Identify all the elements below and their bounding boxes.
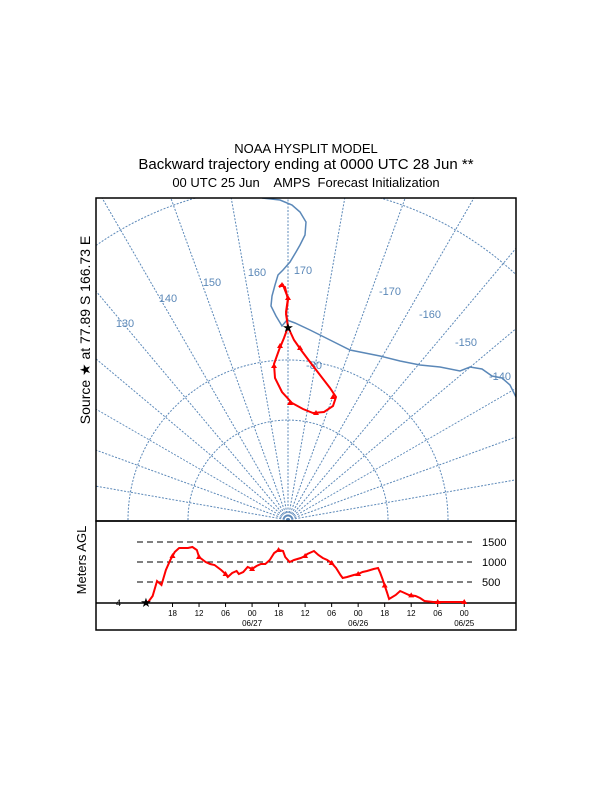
date-label: 06/27 [242, 619, 263, 628]
time-tick-label: 18 [168, 609, 177, 618]
meridian-line [96, 485, 289, 521]
source-height-label: 4 [116, 598, 121, 608]
latitude-circle [96, 198, 516, 275]
height-marker [328, 560, 335, 565]
trajectory-marker [277, 343, 283, 348]
latitude-circle [127, 359, 449, 521]
time-tick-label: 00 [460, 609, 469, 618]
source-label: Source ★ at 77.89 S 166.73 E [77, 236, 93, 424]
date-label: 06/25 [454, 619, 475, 628]
meridian-line [170, 198, 289, 521]
height-marker [196, 554, 203, 559]
meridian-line [287, 198, 406, 521]
height-marker [302, 553, 309, 558]
meridian-line [96, 449, 289, 521]
time-tick-label: 12 [407, 609, 416, 618]
height-tick-label: 1500 [482, 537, 506, 549]
map-trajectory [272, 283, 338, 415]
meridian-label: 160 [248, 267, 266, 279]
plot-subtitle: 00 UTC 25 Jun AMPS Forecast Initializati… [172, 175, 440, 190]
meridian-line [287, 479, 516, 521]
latitude-circle [187, 419, 389, 521]
time-tick-label: 12 [301, 609, 310, 618]
time-tick-label: 00 [354, 609, 363, 618]
time-tick-label: 12 [195, 609, 204, 618]
meridian-line [287, 387, 516, 521]
height-trajectory-line [145, 545, 465, 604]
time-tick-label: 18 [274, 609, 283, 618]
time-tick-label: 06 [221, 609, 230, 618]
time-tick-label: 06 [327, 609, 336, 618]
model-name: NOAA HYSPLIT MODEL [234, 141, 378, 156]
meridian-label: 140 [159, 293, 177, 305]
meridian-label: 130 [116, 318, 134, 330]
height-tick-label: 1000 [482, 557, 506, 569]
height-marker [222, 571, 229, 576]
meridian-label: -170 [379, 286, 401, 298]
meridian-label: 150 [203, 277, 221, 289]
meridian-line [287, 247, 516, 521]
meridian-line [101, 198, 289, 521]
height-ylabel: Meters AGL [74, 526, 89, 595]
time-tick-label: 18 [380, 609, 389, 618]
meridian-line [96, 290, 289, 521]
source-star-icon: ★ [282, 320, 294, 335]
meridian-label: -150 [455, 337, 477, 349]
trajectory-marker [313, 410, 319, 415]
meridian-line [287, 436, 516, 521]
trajectory-marker [285, 295, 291, 300]
plot-title: Backward trajectory ending at 0000 UTC 2… [138, 156, 474, 173]
time-tick-label: 06 [433, 609, 442, 618]
source-star-icon: ★ [140, 595, 152, 610]
time-tick-label: 00 [248, 609, 257, 618]
height-marker [434, 599, 441, 604]
height-frame [95, 520, 517, 631]
height-marker [169, 553, 176, 558]
height-marker [461, 599, 468, 604]
height-marker [275, 547, 282, 552]
date-label: 06/26 [348, 619, 369, 628]
meridian-line [287, 198, 346, 521]
meridian-line [96, 408, 289, 521]
height-marker [355, 571, 362, 576]
trajectory-marker [287, 400, 293, 405]
meridian-line [230, 198, 289, 521]
height-tick-label: 500 [482, 577, 500, 589]
meridian-line [287, 198, 475, 521]
trajectory-marker [297, 345, 303, 350]
meridian-label: 170 [294, 265, 312, 277]
trajectory-marker [279, 282, 285, 287]
meridian-line [287, 328, 516, 521]
meridian-label: -160 [419, 309, 441, 321]
height-marker [408, 592, 415, 598]
coastline [261, 198, 516, 398]
height-marker [381, 582, 388, 588]
trajectory-marker [330, 394, 336, 399]
height-marker [249, 566, 256, 571]
meridian-label: -140 [489, 371, 511, 383]
trajectory-marker [271, 363, 277, 368]
